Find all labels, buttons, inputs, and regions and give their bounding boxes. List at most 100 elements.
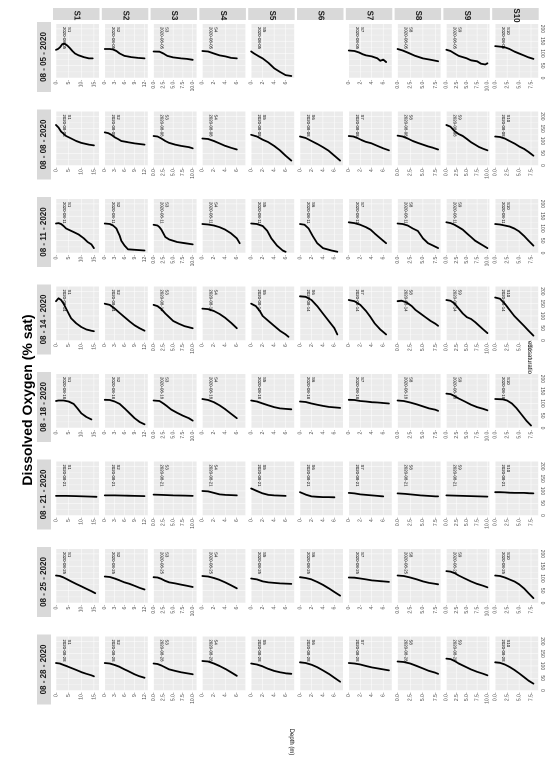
depth-tick-label: 10.0- <box>190 517 196 529</box>
panel-background <box>56 24 99 78</box>
depth-tick-label: 7.5- <box>528 167 534 176</box>
depth-tick-label: 6- <box>283 605 289 610</box>
depth-tick-label: 5.0- <box>170 605 176 614</box>
panel-background <box>397 461 441 516</box>
do-profile-line <box>494 398 532 427</box>
depth-tick-label: 12- <box>142 517 148 525</box>
depth-tick-label: 6- <box>381 342 387 347</box>
panel-tag: S32020-08-11 <box>159 202 169 224</box>
depth-tick-label: 7.5- <box>433 517 439 526</box>
panel-tag: S92020-08-28 <box>452 640 462 663</box>
panel-tag: S22020-08-28 <box>111 640 121 663</box>
do-tick-label: 200 <box>539 25 545 34</box>
depth-tick-label: 10.0- <box>485 430 491 442</box>
depth-tick-label: 2.5- <box>408 342 414 351</box>
panel-background <box>348 286 392 341</box>
depth-tick-label: 9- <box>132 517 138 522</box>
depth-tick-label: 5.0- <box>420 605 426 614</box>
do-profile-line <box>494 574 535 599</box>
depth-tick-label: 2- <box>260 517 266 522</box>
date-label: 08 - 05 - 2020 <box>39 32 48 82</box>
panel-tag: S62020-08-08 <box>306 115 316 138</box>
depth-tick-label: 0.0- <box>395 517 401 526</box>
depth-tick-label: 2.5- <box>504 430 510 439</box>
do-profile-line <box>299 400 341 409</box>
facet-panel: S92020-08-28 0.0- 2.5- 5.0- 7.5- 10.0- <box>444 636 491 704</box>
facet-panel: S42020-08-11 0- 2- 4- 6- <box>200 199 246 259</box>
depth-tick-label: 6- <box>332 255 338 260</box>
do-profile-line <box>494 661 535 685</box>
do-tick-label: 100 <box>539 224 545 233</box>
depth-tick-label: 2- <box>260 692 266 697</box>
depth-tick-label: 5- <box>66 167 72 172</box>
do-profile-line <box>103 662 146 679</box>
depth-tick-label: 4- <box>369 605 375 610</box>
do-profile-line <box>103 131 146 146</box>
depth-tick-label: 10.0- <box>190 80 196 92</box>
do-tick-label: 0 <box>539 689 545 692</box>
panel-background <box>348 461 392 516</box>
depth-tick-label: 6- <box>283 517 289 522</box>
facet-panel: S92020-08-21 0.0- 2.5- 5.0- 7.5- 10.0- <box>444 461 491 529</box>
do-profile-line <box>250 399 293 411</box>
station-strip <box>297 8 344 20</box>
facet-panel: S92020-08-25 0.0- 2.5- 5.0- 7.5- 10.0- <box>444 549 491 616</box>
depth-tick-label: 5.0- <box>420 692 426 701</box>
panel-tag: S52020-08-08 <box>257 114 267 137</box>
depth-tick-label: 10- <box>79 255 85 263</box>
panel-tag: S72020-08-28 <box>355 640 365 663</box>
depth-tick-label: 7.5- <box>433 167 439 176</box>
depth-tick-label: 10- <box>79 167 85 175</box>
depth-tick-label: 2- <box>309 605 315 610</box>
depth-tick-label: 0.0- <box>395 692 401 701</box>
depth-tick-label: 7.5- <box>474 692 480 701</box>
depth-tick-label: 6- <box>283 430 289 435</box>
panel-tag: S72020-08-08 <box>355 115 365 138</box>
facet-panel: S82020-08-25 0.0- 2.5- 5.0- 7.5- <box>395 549 441 614</box>
depth-tick-label: 6- <box>283 80 289 85</box>
facet-panel: S62020-08-14 0- 2- 4- 6- <box>297 286 343 347</box>
panel-tag: S72020-08-21 <box>355 465 365 488</box>
facet-panel: S42020-08-28 0- 2- 4- 6- <box>200 636 246 697</box>
do-profile-line <box>396 574 439 586</box>
depth-tick-label: 2.5- <box>408 80 414 89</box>
station-strip <box>248 8 295 20</box>
depth-tick-label: 2- <box>211 692 217 697</box>
depth-tick-label: 2.5- <box>408 517 414 526</box>
depth-tick-label: 0- <box>297 430 303 435</box>
depth-tick-label: 0- <box>297 255 303 260</box>
depth-tick-label: 0.0- <box>395 255 401 264</box>
depth-tick-label: 0.0- <box>395 167 401 176</box>
depth-tick-label: 2- <box>358 167 364 172</box>
facet-panel: S52020-08-08 0- 2- 4- 6- <box>249 111 295 172</box>
panel-tag: S92020-08-14 <box>452 290 462 313</box>
depth-tick-label: 2- <box>358 692 364 697</box>
panel-background <box>56 636 99 691</box>
depth-tick-label: 4- <box>271 255 277 260</box>
depth-tick-label: 2- <box>309 167 315 172</box>
panel-tag: S82020-08-28 <box>403 640 413 663</box>
panel-tag: S32020-08-05 <box>159 27 169 50</box>
do-tick-label: 150 <box>539 212 545 221</box>
depth-tick-label: 4- <box>271 80 277 85</box>
do-tick-label: 200 <box>539 375 545 384</box>
do-profile-line <box>152 576 194 588</box>
depth-tick-label: 2.5- <box>454 342 460 351</box>
depth-tick-label: 0- <box>53 80 59 85</box>
do-tick-label: 200 <box>539 462 545 471</box>
facet-panel: S42020-08-08 0- 2- 4- 6- <box>200 111 246 172</box>
do-profile-line <box>250 133 293 162</box>
depth-tick-label: 0- <box>53 167 59 172</box>
depth-tick-label: 5.0- <box>464 692 470 701</box>
do-profile-line <box>445 392 489 412</box>
depth-tick-label: 12- <box>142 605 148 613</box>
panel-tag: S42020-08-28 <box>208 640 218 663</box>
facet-panel: S82020-08-21 0.0- 2.5- 5.0- 7.5- <box>395 461 441 526</box>
depth-tick-label: 6- <box>381 517 387 522</box>
facet-panel: S22020-08-11 0- 3- 6- 9- 12- <box>102 199 148 262</box>
panel-tag: S102020-08-14 <box>501 290 511 313</box>
depth-tick-label: 4- <box>320 430 326 435</box>
depth-tick-label: 2- <box>211 255 217 260</box>
panel-background <box>56 461 99 516</box>
depth-tick-label: 0- <box>346 80 352 85</box>
